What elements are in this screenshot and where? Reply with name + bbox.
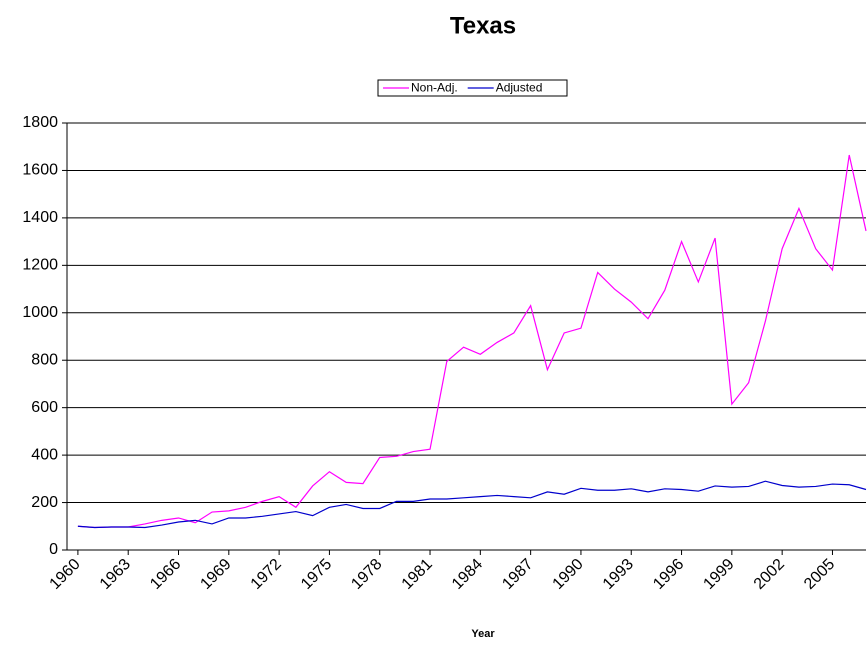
y-tick-label: 200 <box>31 494 58 511</box>
x-tick-label: 1999 <box>700 556 737 593</box>
y-tick-label: 0 <box>49 541 58 558</box>
x-tick-label: 1966 <box>147 556 184 593</box>
x-tick-label: 1972 <box>248 556 285 593</box>
x-tick-label: 1981 <box>399 556 436 593</box>
line-series <box>77 480 867 529</box>
y-tick-label: 1200 <box>22 257 58 274</box>
x-tick-label: 2002 <box>751 556 788 593</box>
x-tick-label: 1969 <box>197 556 234 593</box>
y-tick-label: 1000 <box>22 304 58 321</box>
y-tick-label: 600 <box>31 399 58 416</box>
x-tick-label: 1984 <box>449 556 486 593</box>
x-tick-label: 1987 <box>499 556 536 593</box>
x-tick-label: 2005 <box>801 556 838 593</box>
legend-label: Adjusted <box>496 81 543 95</box>
x-tick-label: 1975 <box>298 556 335 593</box>
x-tick-label: 1993 <box>600 556 637 593</box>
legend-label: Non-Adj. <box>411 81 458 95</box>
chart-title: Texas <box>450 12 516 39</box>
y-tick-label: 400 <box>31 446 58 463</box>
y-tick-label: 800 <box>31 351 58 368</box>
y-tick-label: 1400 <box>22 209 58 226</box>
line-series <box>77 154 867 529</box>
y-tick-label: 1600 <box>22 162 58 179</box>
y-tick-label: 1800 <box>22 114 58 131</box>
x-tick-label: 1963 <box>97 556 134 593</box>
x-tick-label: 1996 <box>650 556 687 593</box>
x-tick-label: 1960 <box>47 556 84 593</box>
x-tick-label: 1978 <box>348 556 385 593</box>
x-tick-label: 1990 <box>550 556 587 593</box>
x-axis-title: Year <box>471 628 495 640</box>
